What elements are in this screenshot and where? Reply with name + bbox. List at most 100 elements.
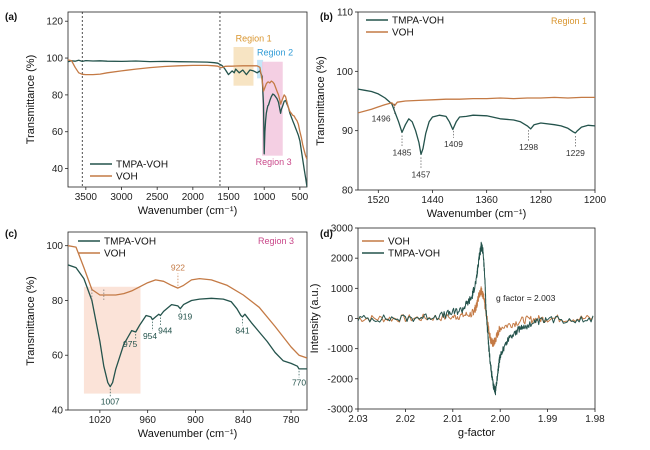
y-tick-label: -2000: [327, 374, 353, 385]
y-tick-label: 80: [342, 186, 354, 197]
annotation-label: 975: [123, 339, 137, 349]
x-tick-label: 780: [283, 415, 300, 426]
panel-3-axes: 2.03 2.02 2.01 2.00 1.99 1.98 -3000 -2000 -1000 0…: [309, 224, 605, 440]
x-axis-label: Wavenumber (cm⁻¹): [138, 428, 238, 440]
y-tick-label: 1000: [331, 284, 354, 295]
x-tick-label: 2.02: [396, 414, 416, 425]
panel-label: (d): [320, 229, 333, 240]
panel-c-regions: [83, 286, 141, 394]
annotation-label: 919: [178, 312, 192, 322]
panel-0-axes: 3500 3000 2500 2000 1500 1000 500 40 60 80 100 120 (…: [5, 11, 309, 217]
y-tick-label: 100: [336, 67, 353, 78]
y-tick-label: 40: [52, 406, 64, 417]
y-axis-label: Transmittance (%): [25, 55, 37, 144]
x-tick-label: 3500: [75, 192, 98, 203]
x-tick-label: 840: [235, 415, 252, 426]
annotation-label: 922: [171, 262, 185, 272]
region-2-label: Region 2: [257, 47, 293, 57]
panel-d-annotations: g factor = 2.003: [496, 293, 556, 303]
panel-b-annotations: Region 1 1496 1485 1457 1409 1298 1229: [372, 16, 587, 179]
legend-label: VOH: [392, 28, 414, 39]
annotation-label: 1298: [519, 142, 538, 152]
y-tick-label: 0: [347, 314, 353, 325]
y-axis-label: Intensity (a.u.): [309, 284, 321, 354]
panel-label: (c): [5, 229, 17, 240]
y-tick-label: 80: [52, 296, 64, 307]
y-tick-label: 120: [46, 17, 63, 28]
series-line-tmpa-voh: [358, 241, 594, 396]
panel-2-series: [68, 245, 307, 388]
x-axis-label: Wavenumber (cm⁻¹): [427, 208, 527, 220]
x-tick-label: 1.98: [585, 414, 605, 425]
y-tick-label: 60: [52, 127, 64, 138]
y-tick-label: -1000: [327, 344, 353, 355]
plot-frame: [67, 231, 308, 411]
series-line-tmpa-voh: [358, 88, 595, 156]
panel-a-regions: Region 1 Region 2 Region 3: [81, 12, 293, 187]
legend-label: TMPA-VOH: [392, 16, 444, 27]
x-tick-label: 1360: [476, 195, 499, 206]
x-tick-label: 2.01: [443, 414, 463, 425]
x-tick-label: 2500: [146, 192, 169, 203]
series-line-tmpa-voh: [68, 264, 307, 388]
x-tick-label: 2.03: [348, 414, 368, 425]
x-tick-label: 2.00: [490, 414, 510, 425]
region-3-label: Region 3: [256, 157, 292, 167]
y-tick-label: 40: [52, 164, 64, 175]
legend-label: VOH: [388, 237, 410, 248]
annotation-label: 1457: [412, 169, 431, 179]
x-tick-label: 1200: [584, 195, 607, 206]
legend-label: TMPA-VOH: [388, 249, 440, 260]
y-tick-label: 2000: [331, 254, 354, 265]
panel-1-axes: 1520 1440 1360 1280 1200 80 90 100 110 (b) Wavenum…: [315, 8, 607, 221]
y-tick-label: 60: [52, 351, 64, 362]
y-axis-label: Transmittance (%): [315, 56, 327, 145]
annotation-label: 1409: [444, 139, 463, 149]
x-tick-label: 500: [292, 192, 309, 203]
series-line-tmpa-voh: [68, 59, 307, 187]
region-1-label: Region 1: [236, 33, 272, 43]
x-axis-label: g-factor: [458, 427, 496, 439]
x-tick-label: 960: [139, 415, 156, 426]
y-tick-label: 100: [46, 54, 63, 65]
panel-3-series: [358, 241, 594, 396]
annotation-label: 954: [143, 331, 157, 341]
region-3-label: Region 3: [258, 236, 294, 246]
g-factor-annotation: g factor = 2.003: [496, 293, 556, 303]
panel-label: (b): [320, 12, 333, 23]
legend-label: TMPA-VOH: [116, 160, 168, 171]
x-tick-label: 1500: [217, 192, 240, 203]
y-axis-label: Transmittance (%): [25, 276, 37, 365]
plot-frame: [67, 11, 308, 188]
x-tick-label: 2000: [182, 192, 205, 203]
annotation-label: 1496: [372, 114, 391, 124]
series-line-voh: [68, 59, 307, 160]
panel-0-series: [68, 59, 307, 187]
y-tick-label: 90: [342, 126, 354, 137]
y-tick-label: 3000: [331, 224, 354, 235]
y-tick-label: 100: [46, 241, 63, 252]
x-tick-label: 1020: [89, 415, 112, 426]
series-line-voh: [68, 245, 307, 359]
x-tick-label: 1000: [253, 192, 276, 203]
legend-label: TMPA-VOH: [104, 237, 156, 248]
region-1-label: Region 1: [551, 16, 587, 26]
y-tick-label: -3000: [327, 405, 353, 416]
panel-label: (a): [5, 12, 17, 23]
annotation-label: 1229: [566, 148, 585, 158]
y-tick-label: 110: [337, 8, 353, 19]
x-tick-label: 900: [187, 415, 204, 426]
plot-frame: [357, 11, 596, 191]
annotation-label: 770: [292, 377, 306, 387]
annotation-label: 944: [158, 325, 172, 335]
x-tick-label: 1280: [530, 195, 553, 206]
legend-label: VOH: [104, 249, 126, 260]
panel-2-axes: 1020 960 900 840 780 40 60 80 100 (c) Wavenumber (…: [5, 229, 308, 440]
x-axis-label: Wavenumber (cm⁻¹): [138, 205, 238, 217]
y-tick-label: 80: [52, 90, 64, 101]
